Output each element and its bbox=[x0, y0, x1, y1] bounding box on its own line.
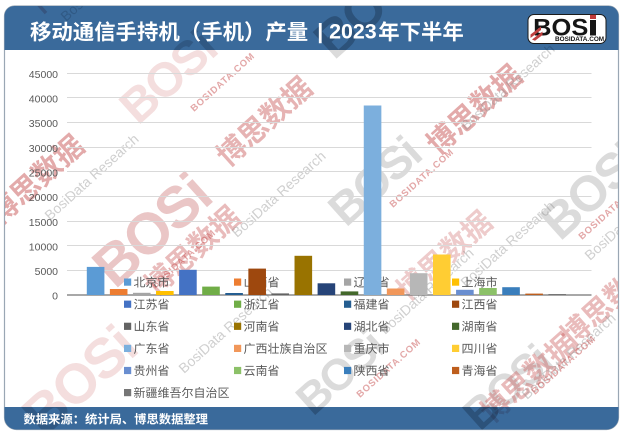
svg-text:BOSIDATA.COM: BOSIDATA.COM bbox=[555, 36, 604, 43]
svg-text:10000: 10000 bbox=[29, 241, 58, 253]
svg-text:5000: 5000 bbox=[35, 266, 59, 278]
svg-text:BOS: BOS bbox=[533, 15, 588, 41]
svg-text:40000: 40000 bbox=[29, 94, 58, 106]
svg-text:15000: 15000 bbox=[29, 217, 58, 229]
svg-text:45000: 45000 bbox=[29, 69, 58, 81]
svg-text:35000: 35000 bbox=[29, 118, 58, 130]
svg-text:25000: 25000 bbox=[29, 167, 58, 179]
svg-text:0: 0 bbox=[52, 291, 58, 303]
svg-text:20000: 20000 bbox=[29, 192, 58, 204]
svg-text:30000: 30000 bbox=[29, 143, 58, 155]
svg-text:| 2023: | 2023 bbox=[317, 20, 377, 44]
